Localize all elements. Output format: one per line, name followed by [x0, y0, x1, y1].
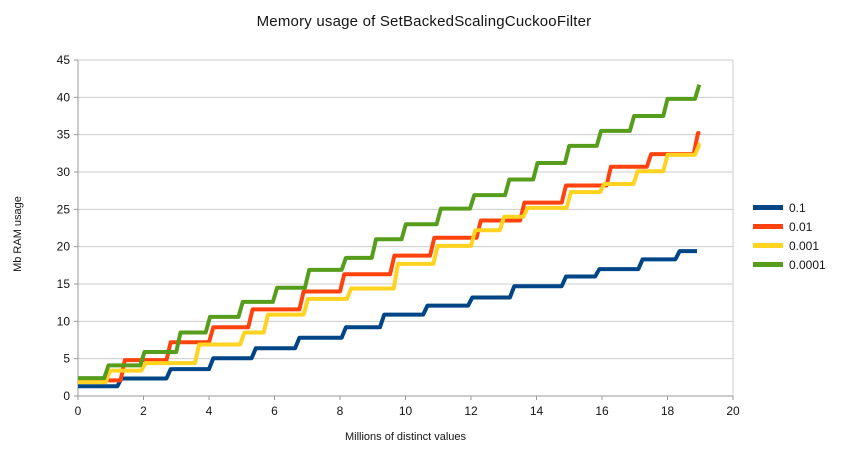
legend-label: 0.001: [789, 238, 820, 253]
y-tick-label: 45: [57, 53, 71, 67]
x-tick-label: 8: [337, 404, 344, 418]
series-line-0.0001: [78, 84, 702, 381]
legend-item: 0.001: [753, 236, 826, 255]
legend-item: 0.0001: [753, 255, 826, 274]
y-tick-label: 10: [57, 314, 71, 328]
series-line-0.001: [78, 142, 702, 385]
y-tick-label: 5: [63, 352, 70, 366]
legend-swatch-icon: [753, 262, 783, 267]
y-tick-label: 40: [57, 90, 71, 104]
legend-label: 0.01: [789, 219, 813, 234]
x-tick-label: 20: [726, 404, 740, 418]
y-tick-label: 30: [57, 165, 71, 179]
y-axis-title: Mb RAM usage: [12, 196, 24, 272]
legend-label: 0.0001: [789, 257, 826, 272]
y-tick-label: 20: [57, 240, 71, 254]
legend-item: 0.01: [753, 217, 826, 236]
y-tick-label: 35: [57, 128, 71, 142]
x-tick-label: 2: [140, 404, 147, 418]
x-tick-label: 6: [271, 404, 278, 418]
x-tick-label: 14: [530, 404, 544, 418]
x-axis-title: Millions of distinct values: [344, 431, 467, 443]
x-tick-label: 12: [464, 404, 478, 418]
legend: 0.1 0.01 0.001 0.0001: [753, 198, 826, 274]
x-tick-label: 16: [595, 404, 609, 418]
x-tick-label: 4: [206, 404, 213, 418]
chart-title: Memory usage of SetBackedScalingCuckooFi…: [256, 13, 592, 30]
series-line-0.01: [78, 131, 701, 383]
legend-swatch-icon: [753, 243, 783, 248]
y-tick-label: 15: [57, 277, 71, 291]
x-tick-label: 10: [399, 404, 413, 418]
y-tick-label: 25: [57, 202, 71, 216]
series-line-0.1: [78, 249, 697, 389]
legend-swatch-icon: [753, 224, 783, 229]
legend-swatch-icon: [753, 205, 783, 210]
y-tick-label: 0: [63, 389, 70, 403]
x-tick-label: 18: [661, 404, 675, 418]
legend-label: 0.1: [789, 200, 806, 215]
x-tick-label: 0: [75, 404, 82, 418]
legend-item: 0.1: [753, 198, 826, 217]
